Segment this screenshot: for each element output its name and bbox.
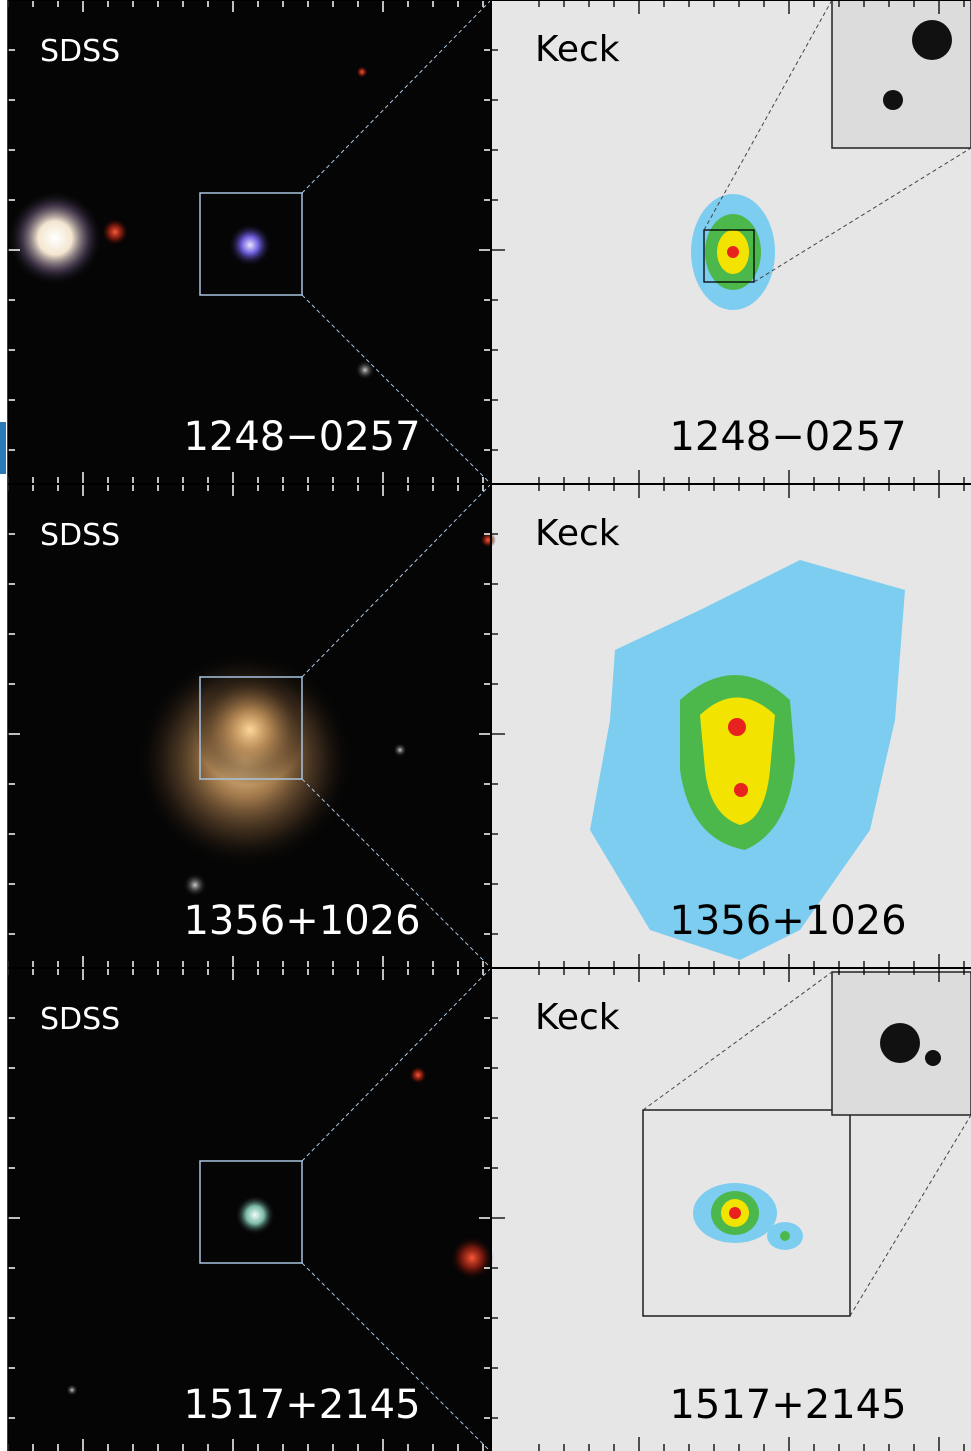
keck-label: Keck (535, 29, 620, 70)
star (7, 190, 103, 286)
flux-contour (780, 1231, 790, 1241)
star (355, 360, 375, 380)
star (195, 675, 305, 785)
inset (832, 0, 971, 148)
sdss-label: SDSS (40, 34, 120, 69)
star (101, 218, 129, 246)
star (393, 743, 407, 757)
flux-contour (729, 1207, 741, 1219)
star (235, 1195, 275, 1235)
keck-label: Keck (535, 997, 620, 1038)
sdss-label: SDSS (40, 518, 120, 553)
object-name: 1248−0257 (669, 414, 906, 460)
inset-source (883, 90, 903, 110)
inset-source (925, 1050, 941, 1066)
figure: SDSS Keck 1248−0257 1248−0257 SDSS Keck 1356+1… (0, 0, 971, 1451)
object-name: 1356+1026 (183, 898, 420, 944)
object-name: 1517+2145 (183, 1382, 420, 1428)
left-edge (0, 0, 8, 1451)
inset-source (880, 1023, 920, 1063)
sdss-label: SDSS (40, 1002, 120, 1037)
flux-peak (734, 783, 748, 797)
keck-label: Keck (535, 513, 620, 554)
flux-contour (727, 246, 739, 258)
object-name: 1356+1026 (669, 898, 906, 944)
object-name: 1248−0257 (183, 414, 420, 460)
star (183, 873, 207, 897)
edge-marker (0, 422, 6, 474)
star (66, 1384, 78, 1396)
star (356, 66, 368, 78)
star (228, 223, 272, 267)
star (409, 1066, 427, 1084)
object-name: 1517+2145 (669, 1382, 906, 1428)
inset-source (912, 20, 952, 60)
flux-peak (728, 718, 746, 736)
star (450, 1236, 494, 1280)
